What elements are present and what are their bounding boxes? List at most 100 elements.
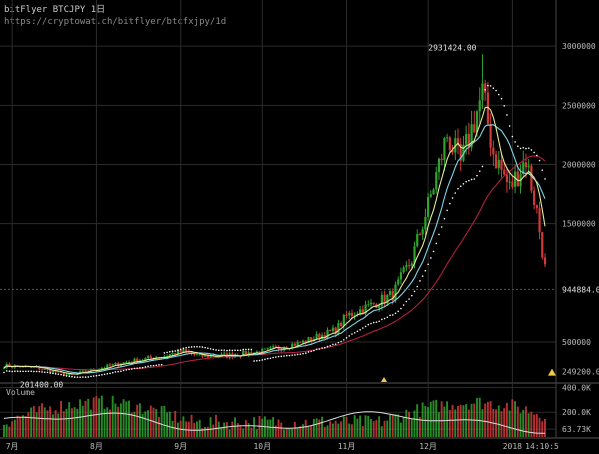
candle-body: [168, 354, 171, 356]
sar-dot: [525, 147, 527, 150]
sar-dot: [533, 151, 535, 154]
candle-body: [513, 171, 517, 187]
sar-dot: [33, 370, 35, 373]
volume-bar: [171, 420, 174, 437]
volume-bar: [87, 398, 90, 437]
sar-dot: [185, 346, 187, 349]
sar-dot: [465, 180, 467, 183]
volume-bar: [51, 414, 54, 437]
sar-dot: [179, 348, 182, 351]
candle-body: [204, 354, 207, 357]
candle-body: [323, 335, 326, 339]
volume-bar: [65, 408, 68, 437]
sar-dot: [517, 145, 519, 148]
candle-body: [239, 356, 242, 358]
sar-dot: [457, 187, 459, 190]
volume-bar: [486, 401, 489, 437]
candle-body: [182, 349, 185, 353]
volume-bar: [247, 423, 250, 437]
sar-dot: [370, 322, 372, 325]
sar-dot: [152, 364, 155, 367]
sar-dot: [478, 170, 481, 172]
volume-bar: [125, 401, 128, 437]
sar-dot: [22, 370, 24, 373]
volume-bar: [239, 426, 242, 437]
sar-dot: [188, 346, 190, 348]
time-tick-label: 10月: [253, 442, 271, 451]
sar-dot: [321, 347, 323, 349]
candle-body: [250, 352, 253, 355]
volume-bar: [242, 428, 245, 437]
volume-bar: [299, 426, 302, 437]
sar-dot: [24, 370, 27, 373]
volume-bar: [49, 406, 52, 437]
volume-bar: [70, 408, 73, 437]
candle-body: [413, 246, 416, 264]
volume-bar: [448, 410, 451, 437]
volume-bar: [524, 406, 527, 437]
sar-dot: [473, 178, 476, 180]
sar-dot: [169, 350, 171, 353]
source-url[interactable]: https://cryptowat.ch/bitflyer/btcfxjpy/1…: [4, 17, 227, 27]
candle-body: [144, 358, 147, 361]
sar-dot: [348, 335, 351, 337]
volume-bar: [187, 421, 190, 437]
volume-bar: [283, 429, 285, 437]
candle-body: [500, 159, 503, 170]
volume-bar: [285, 427, 288, 437]
candle-body: [84, 370, 87, 372]
time-tick-label: 7月: [6, 442, 19, 451]
candle-body: [40, 369, 44, 371]
candle-body: [350, 312, 354, 317]
candle-body: [242, 350, 245, 357]
volume-bar: [122, 399, 125, 437]
volume-bar: [138, 403, 141, 437]
sar-dot: [424, 269, 427, 272]
sar-dot: [386, 316, 389, 319]
volume-bar: [250, 427, 253, 437]
sar-dot: [492, 87, 495, 90]
volume-bar: [209, 417, 212, 437]
sar-dot: [538, 159, 541, 162]
sar-dot: [73, 376, 76, 378]
volume-bar: [296, 427, 299, 437]
volume-bar: [372, 421, 375, 437]
price-tick-label: 2500000: [562, 101, 596, 110]
sar-dot: [378, 320, 380, 323]
sar-dot: [468, 179, 470, 182]
candle-body: [484, 83, 487, 93]
sar-dot: [166, 351, 168, 354]
volume-bar: [201, 428, 204, 437]
ma-long-line: [3, 155, 546, 371]
volume-bar: [326, 425, 329, 437]
volume-bar: [500, 411, 503, 437]
candle-body: [399, 272, 403, 280]
sar-dot: [541, 169, 544, 171]
volume-bar: [318, 419, 321, 437]
sar-dot: [389, 314, 391, 317]
sar-dot: [8, 370, 11, 372]
volume-bar: [478, 397, 481, 437]
sar-dot: [136, 367, 139, 369]
sar-dot: [193, 345, 196, 348]
sar-dot: [402, 304, 405, 306]
sar-dot: [38, 370, 41, 373]
sar-dot: [253, 360, 255, 362]
candle-body: [79, 371, 82, 374]
sar-dot: [52, 372, 54, 375]
sar-dot: [71, 375, 73, 378]
sar-dot: [3, 371, 5, 374]
sar-dot: [163, 352, 166, 354]
volume-bar: [481, 409, 484, 437]
volume-bar: [304, 419, 307, 437]
sar-dot: [318, 348, 321, 350]
sar-dot: [98, 374, 100, 377]
volume-bar: [79, 399, 82, 437]
sar-dot: [92, 375, 95, 377]
sar-dot: [454, 192, 457, 194]
candle-body: [386, 294, 389, 304]
candle-body: [62, 372, 65, 376]
volume-bar: [345, 416, 348, 437]
volume-bar: [467, 409, 470, 437]
